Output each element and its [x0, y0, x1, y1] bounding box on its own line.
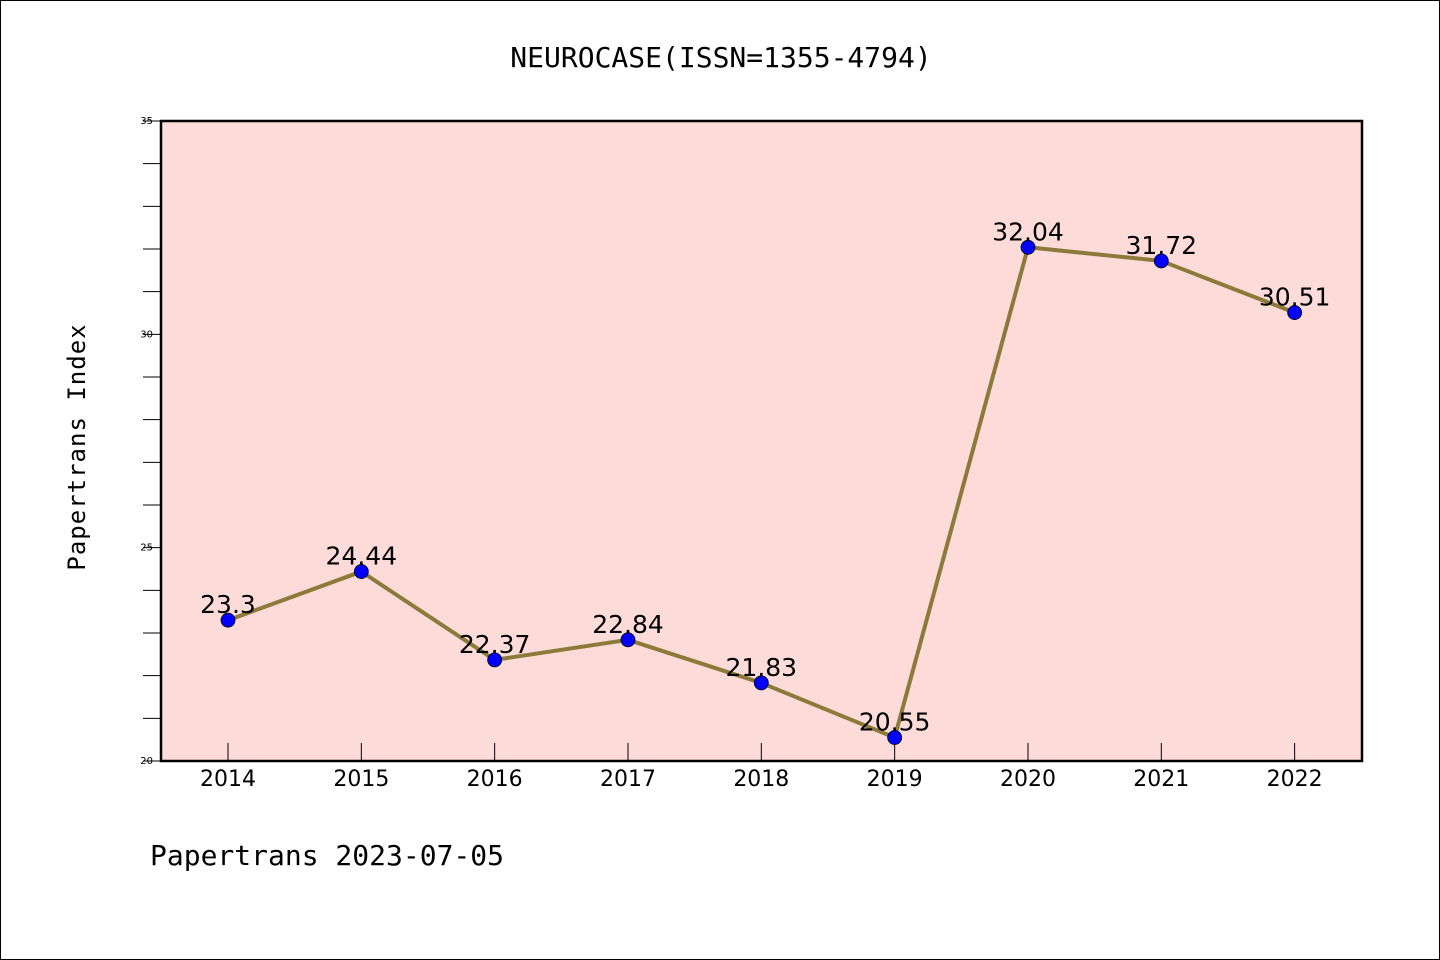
plot-frame [159, 119, 1364, 763]
plot-area [161, 121, 1362, 761]
data-point [1020, 239, 1036, 255]
y-tick-label: 30 [140, 329, 153, 340]
data-point [1153, 253, 1169, 269]
data-label: 22.37 [459, 630, 531, 659]
x-tick-label: 2018 [733, 767, 789, 792]
data-point [753, 675, 769, 691]
x-tick-label: 2022 [1267, 767, 1323, 792]
y-tick-label: 25 [140, 543, 153, 554]
data-label: 30.51 [1259, 283, 1331, 312]
x-tick-label: 2019 [867, 767, 923, 792]
data-label: 20.55 [859, 708, 931, 737]
data-point [887, 730, 903, 745]
data-point [487, 652, 503, 668]
x-tick-label: 2017 [600, 767, 656, 792]
chart-title: NEUROCASE(ISSN=1355-4794) [510, 41, 931, 74]
data-point [220, 612, 236, 628]
data-label: 31.72 [1126, 231, 1198, 260]
footer-date: Papertrans 2023-07-05 [150, 839, 504, 872]
data-point [353, 564, 369, 579]
x-tick-label: 2014 [200, 767, 256, 792]
y-axis-label: Papertrans Index [63, 323, 91, 570]
data-label: 32.04 [992, 217, 1064, 246]
y-tick-label: 20 [140, 756, 153, 767]
data-label: 23.3 [200, 590, 256, 619]
x-tick-label: 2021 [1133, 767, 1189, 792]
data-label: 21.83 [726, 653, 798, 682]
data-point [620, 632, 636, 648]
data-point [1287, 305, 1303, 320]
x-tick-label: 2015 [333, 767, 389, 792]
data-label: 22.84 [592, 610, 664, 639]
x-tick-label: 2020 [1000, 767, 1056, 792]
y-tick-label: 35 [140, 116, 153, 127]
data-label: 24.44 [326, 542, 398, 571]
x-tick-label: 2016 [467, 767, 523, 792]
